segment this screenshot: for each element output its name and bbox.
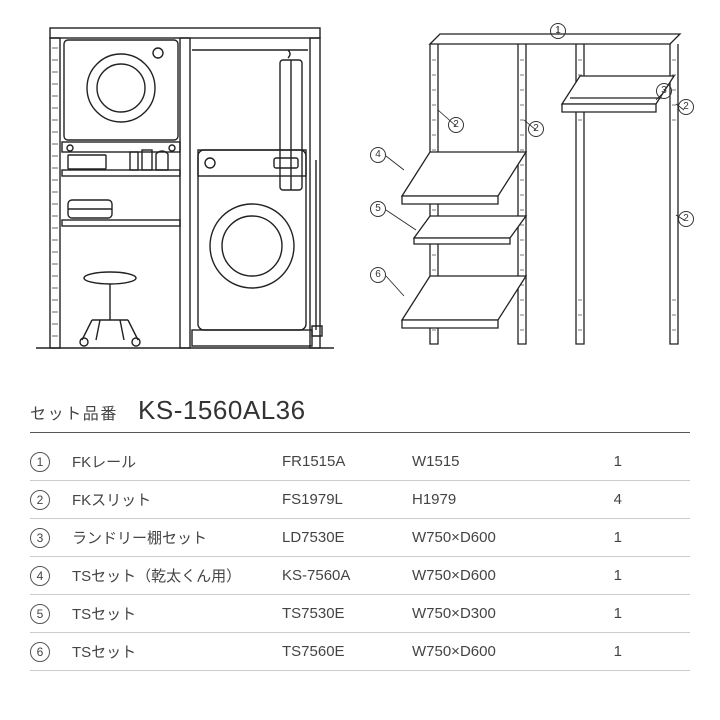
callout: 4 xyxy=(370,146,386,163)
callout: 2 xyxy=(678,210,694,227)
part-qty: 4 xyxy=(582,491,622,508)
part-code: FS1979L xyxy=(282,491,412,508)
part-qty: 1 xyxy=(582,567,622,584)
set-number: KS-1560AL36 xyxy=(138,395,306,426)
part-code: FR1515A xyxy=(282,453,412,470)
callout: 5 xyxy=(370,200,386,217)
callout: 1 xyxy=(550,22,566,39)
part-num: 5 xyxy=(30,604,72,624)
part-num: 2 xyxy=(30,490,72,510)
part-dim: W750×D600 xyxy=(412,567,582,584)
part-dim: W750×D300 xyxy=(412,605,582,622)
part-code: KS-7560A xyxy=(282,567,412,584)
part-name: ランドリー棚セット xyxy=(72,527,282,548)
part-row: 4TSセット（乾太くん用）KS-7560AW750×D6001 xyxy=(30,557,690,595)
part-name: FKレール xyxy=(72,451,282,472)
parts-list: 1FKレールFR1515AW151512FKスリットFS1979LH197943… xyxy=(30,443,690,671)
part-row: 3ランドリー棚セットLD7530EW750×D6001 xyxy=(30,519,690,557)
part-dim: W750×D600 xyxy=(412,643,582,660)
callout: 2 xyxy=(448,116,464,133)
set-label: セット品番 xyxy=(30,400,118,424)
callout: 6 xyxy=(370,266,386,283)
part-row: 6TSセットTS7560EW750×D6001 xyxy=(30,633,690,671)
part-name: FKスリット xyxy=(72,489,282,510)
part-num: 6 xyxy=(30,642,72,662)
callout: 2 xyxy=(528,120,544,137)
callout: 2 xyxy=(678,98,694,115)
part-name: TSセット xyxy=(72,641,282,662)
drawing-right: 122223456 xyxy=(370,20,700,375)
part-num: 3 xyxy=(30,528,72,548)
part-row: 5TSセットTS7530EW750×D3001 xyxy=(30,595,690,633)
part-code: TS7530E xyxy=(282,605,412,622)
part-dim: H1979 xyxy=(412,491,582,508)
part-num: 4 xyxy=(30,566,72,586)
part-dim: W1515 xyxy=(412,453,582,470)
part-row: 1FKレールFR1515AW15151 xyxy=(30,443,690,481)
part-dim: W750×D600 xyxy=(412,529,582,546)
part-qty: 1 xyxy=(582,643,622,660)
part-name: TSセット（乾太くん用） xyxy=(72,565,282,586)
part-qty: 1 xyxy=(582,605,622,622)
part-qty: 1 xyxy=(582,529,622,546)
drawings-area: 122223456 xyxy=(30,20,690,375)
callout: 3 xyxy=(656,82,672,99)
part-name: TSセット xyxy=(72,603,282,624)
part-num: 1 xyxy=(30,452,72,472)
part-row: 2FKスリットFS1979LH19794 xyxy=(30,481,690,519)
left-svg xyxy=(30,20,340,365)
part-code: TS7560E xyxy=(282,643,412,660)
right-svg xyxy=(370,20,700,365)
part-code: LD7530E xyxy=(282,529,412,546)
part-qty: 1 xyxy=(582,453,622,470)
drawing-left xyxy=(30,20,340,375)
set-header: セット品番 KS-1560AL36 xyxy=(30,395,690,433)
